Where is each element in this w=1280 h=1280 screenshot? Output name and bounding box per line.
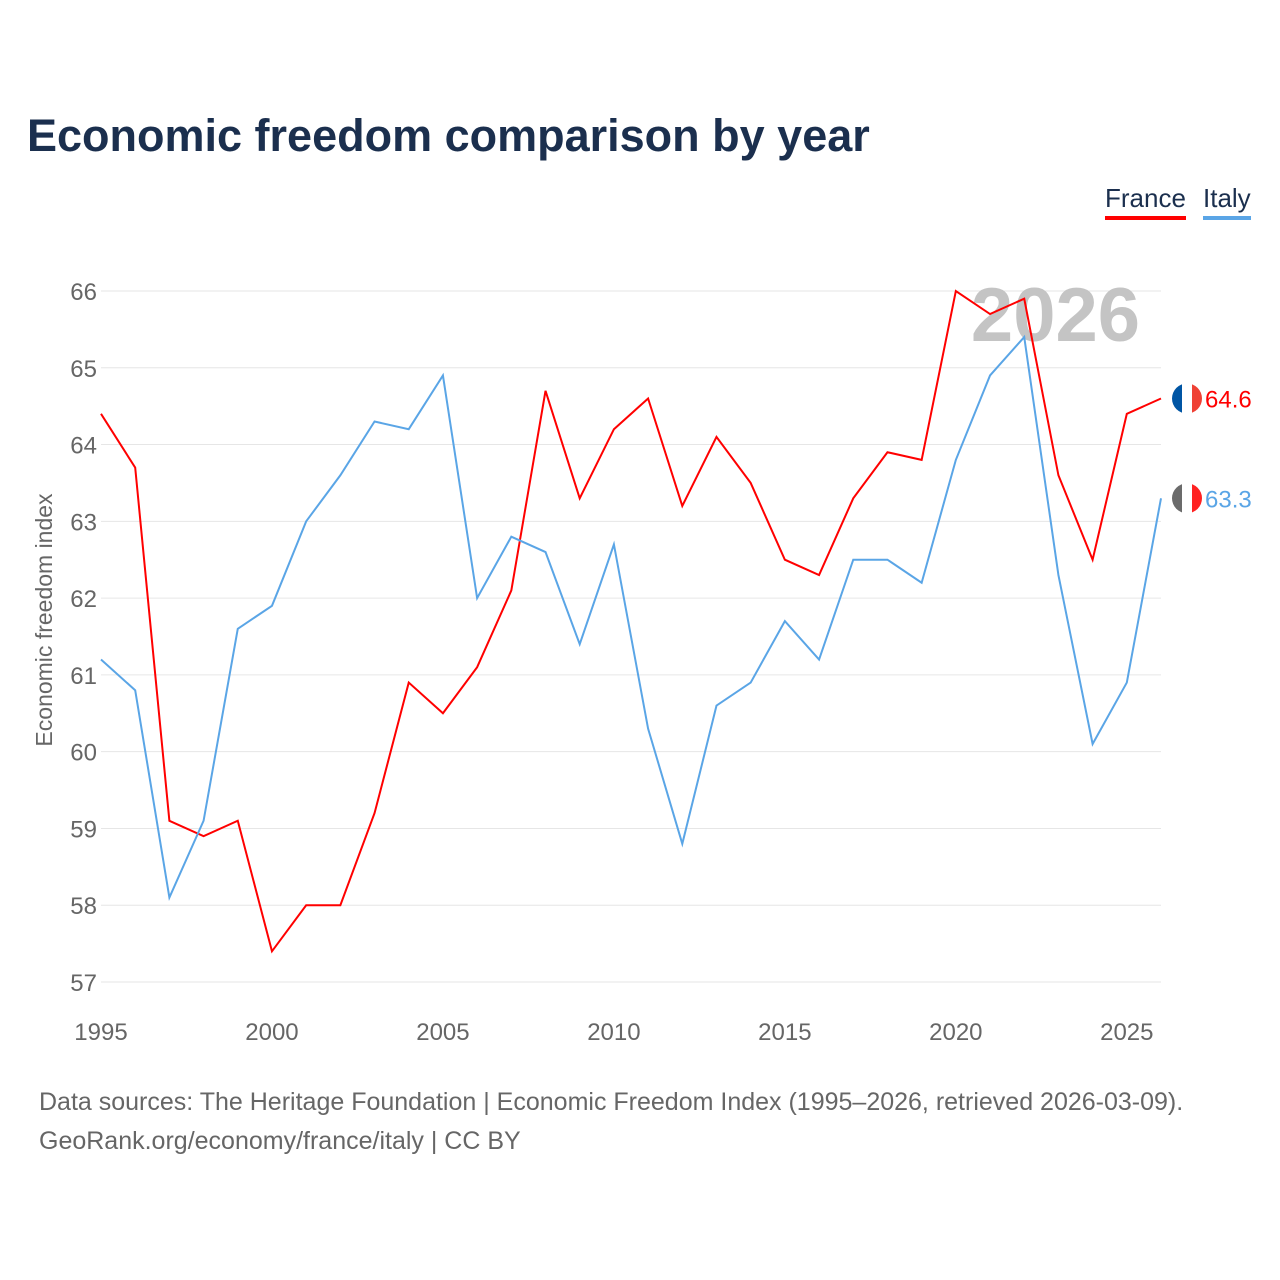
legend-italy[interactable]: Italy: [1203, 183, 1251, 220]
chart-title: Economic freedom comparison by year: [27, 110, 870, 161]
x-tick-label: 2015: [758, 1019, 811, 1046]
y-tick-label: 62: [70, 586, 97, 613]
x-tick-label: 1995: [74, 1019, 127, 1046]
y-tick-label: 65: [70, 356, 97, 383]
y-tick-label: 58: [70, 893, 97, 920]
y-axis-label: Economic freedom index: [31, 493, 57, 747]
year-watermark: 2026: [971, 273, 1140, 358]
y-tick-label: 61: [70, 663, 97, 690]
x-tick-label: 2025: [1100, 1019, 1153, 1046]
credit-link[interactable]: GeoRank.org/economy/france/italy | CC BY: [39, 1127, 521, 1155]
legend-france[interactable]: France: [1105, 183, 1186, 220]
x-tick-label: 2010: [587, 1019, 640, 1046]
x-tick-label: 2020: [929, 1019, 982, 1046]
series-line-france: [100, 289, 1162, 954]
x-tick-label: 2000: [245, 1019, 298, 1046]
x-tick-label: 2005: [416, 1019, 469, 1046]
data-sources: Data sources: The Heritage Foundation | …: [39, 1088, 1184, 1116]
france-flag-icon: [1172, 383, 1202, 414]
y-tick-label: 66: [70, 279, 97, 306]
series-line-italy: [100, 334, 1162, 901]
y-tick-label: 64: [70, 433, 97, 460]
y-tick-label: 63: [70, 509, 97, 536]
end-value-label-italy: 63.3: [1205, 486, 1252, 513]
y-tick-label: 57: [70, 970, 97, 997]
y-tick-label: 59: [70, 816, 97, 843]
line-chart: 57 58 59 60 61 62 63 64 65 66 1995 2000 2005 2010 2015…: [31, 273, 1252, 1046]
italy-flag-icon: [1172, 483, 1202, 514]
y-tick-label: 60: [70, 740, 97, 767]
end-value-label-france: 64.6: [1205, 386, 1252, 413]
